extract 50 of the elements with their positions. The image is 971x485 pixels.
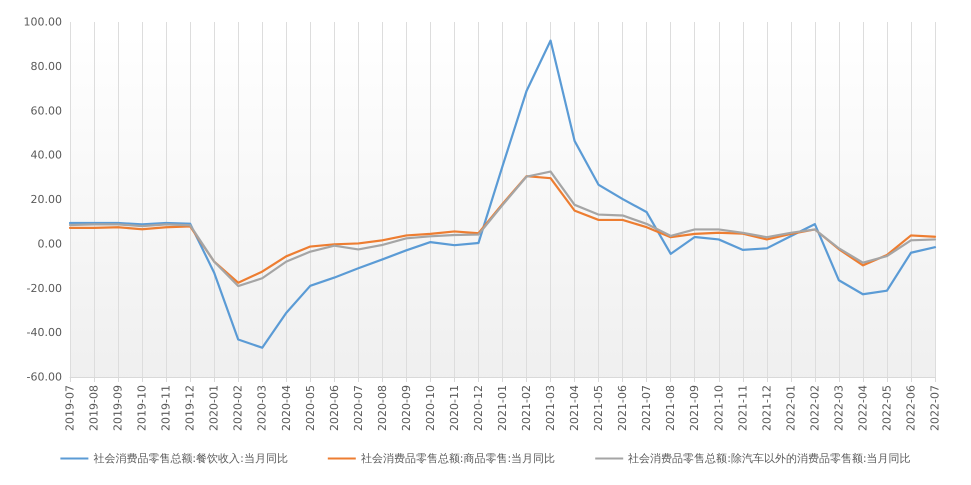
x-tick-label: 2021-10	[712, 385, 726, 431]
x-tick-label: 2022-01	[784, 385, 798, 431]
x-tick-label: 2019-10	[136, 385, 149, 431]
x-tick-label: 2020-09	[400, 385, 413, 431]
y-tick-label: 40.00	[30, 148, 62, 162]
x-tick-label: 2019-07	[64, 385, 76, 431]
x-tick-label: 2019-11	[160, 385, 173, 431]
y-tick-label: 60.00	[30, 104, 62, 118]
x-tick-label: 2020-05	[304, 385, 317, 431]
x-tick-label: 2021-07	[640, 385, 654, 431]
y-tick-label: -40.00	[26, 326, 62, 340]
x-tick-label: 2022-04	[856, 385, 870, 431]
y-tick-label: 20.00	[30, 193, 62, 206]
x-tick-label: 2021-11	[736, 385, 750, 431]
x-tick-label: 2022-06	[904, 385, 918, 431]
x-tick-label: 2019-09	[112, 385, 125, 431]
x-tick-label: 2022-05	[880, 385, 894, 431]
x-tick-label: 2021-08	[664, 385, 678, 431]
y-tick-label: 100.00	[24, 16, 62, 28]
x-tick-label: 2021-09	[688, 385, 702, 431]
x-tick-label: 2021-05	[592, 385, 606, 431]
x-tick-label: 2021-01	[496, 385, 509, 431]
x-tick-label: 2020-03	[256, 385, 269, 431]
x-tick-label: 2020-08	[376, 385, 389, 431]
x-tick-label: 2021-02	[520, 385, 534, 431]
y-tick-label: -20.00	[26, 282, 62, 295]
x-tick-label: 2020-01	[208, 385, 221, 431]
x-tick-label: 2020-07	[352, 385, 365, 431]
x-tick-label: 2020-02	[232, 385, 245, 431]
x-tick-label: 2020-12	[472, 385, 485, 431]
x-tick-label: 2020-10	[424, 385, 437, 431]
x-tick-label: 2021-12	[760, 385, 774, 431]
y-tick-label: 80.00	[30, 60, 62, 73]
x-tick-label: 2021-03	[544, 385, 558, 431]
y-tick-label: -60.00	[26, 370, 62, 384]
legend-label: 社会消费品零售总额:除汽车以外的消费品零售额:当月同比	[628, 452, 911, 465]
x-tick-label: 2019-08	[88, 385, 101, 431]
x-tick-label: 2022-07	[928, 385, 942, 431]
line-series	[68, 40, 936, 349]
x-tick-label: 2021-06	[616, 385, 630, 431]
x-tick-label: 2020-11	[448, 385, 461, 431]
y-tick-label: 0.00	[38, 237, 62, 250]
x-tick-label: 2020-06	[328, 385, 341, 431]
legend-label: 社会消费品零售总额:餐饮收入:当月同比	[93, 452, 288, 465]
x-tick-label: 2022-03	[832, 385, 846, 431]
x-tick-label: 2021-04	[568, 385, 582, 431]
x-tick-label: 2019-12	[184, 385, 197, 431]
x-tick-label: 2022-02	[808, 385, 822, 431]
legend-label: 社会消费品零售总额:商品零售:当月同比	[360, 452, 556, 465]
x-tick-label: 2020-04	[280, 385, 293, 431]
